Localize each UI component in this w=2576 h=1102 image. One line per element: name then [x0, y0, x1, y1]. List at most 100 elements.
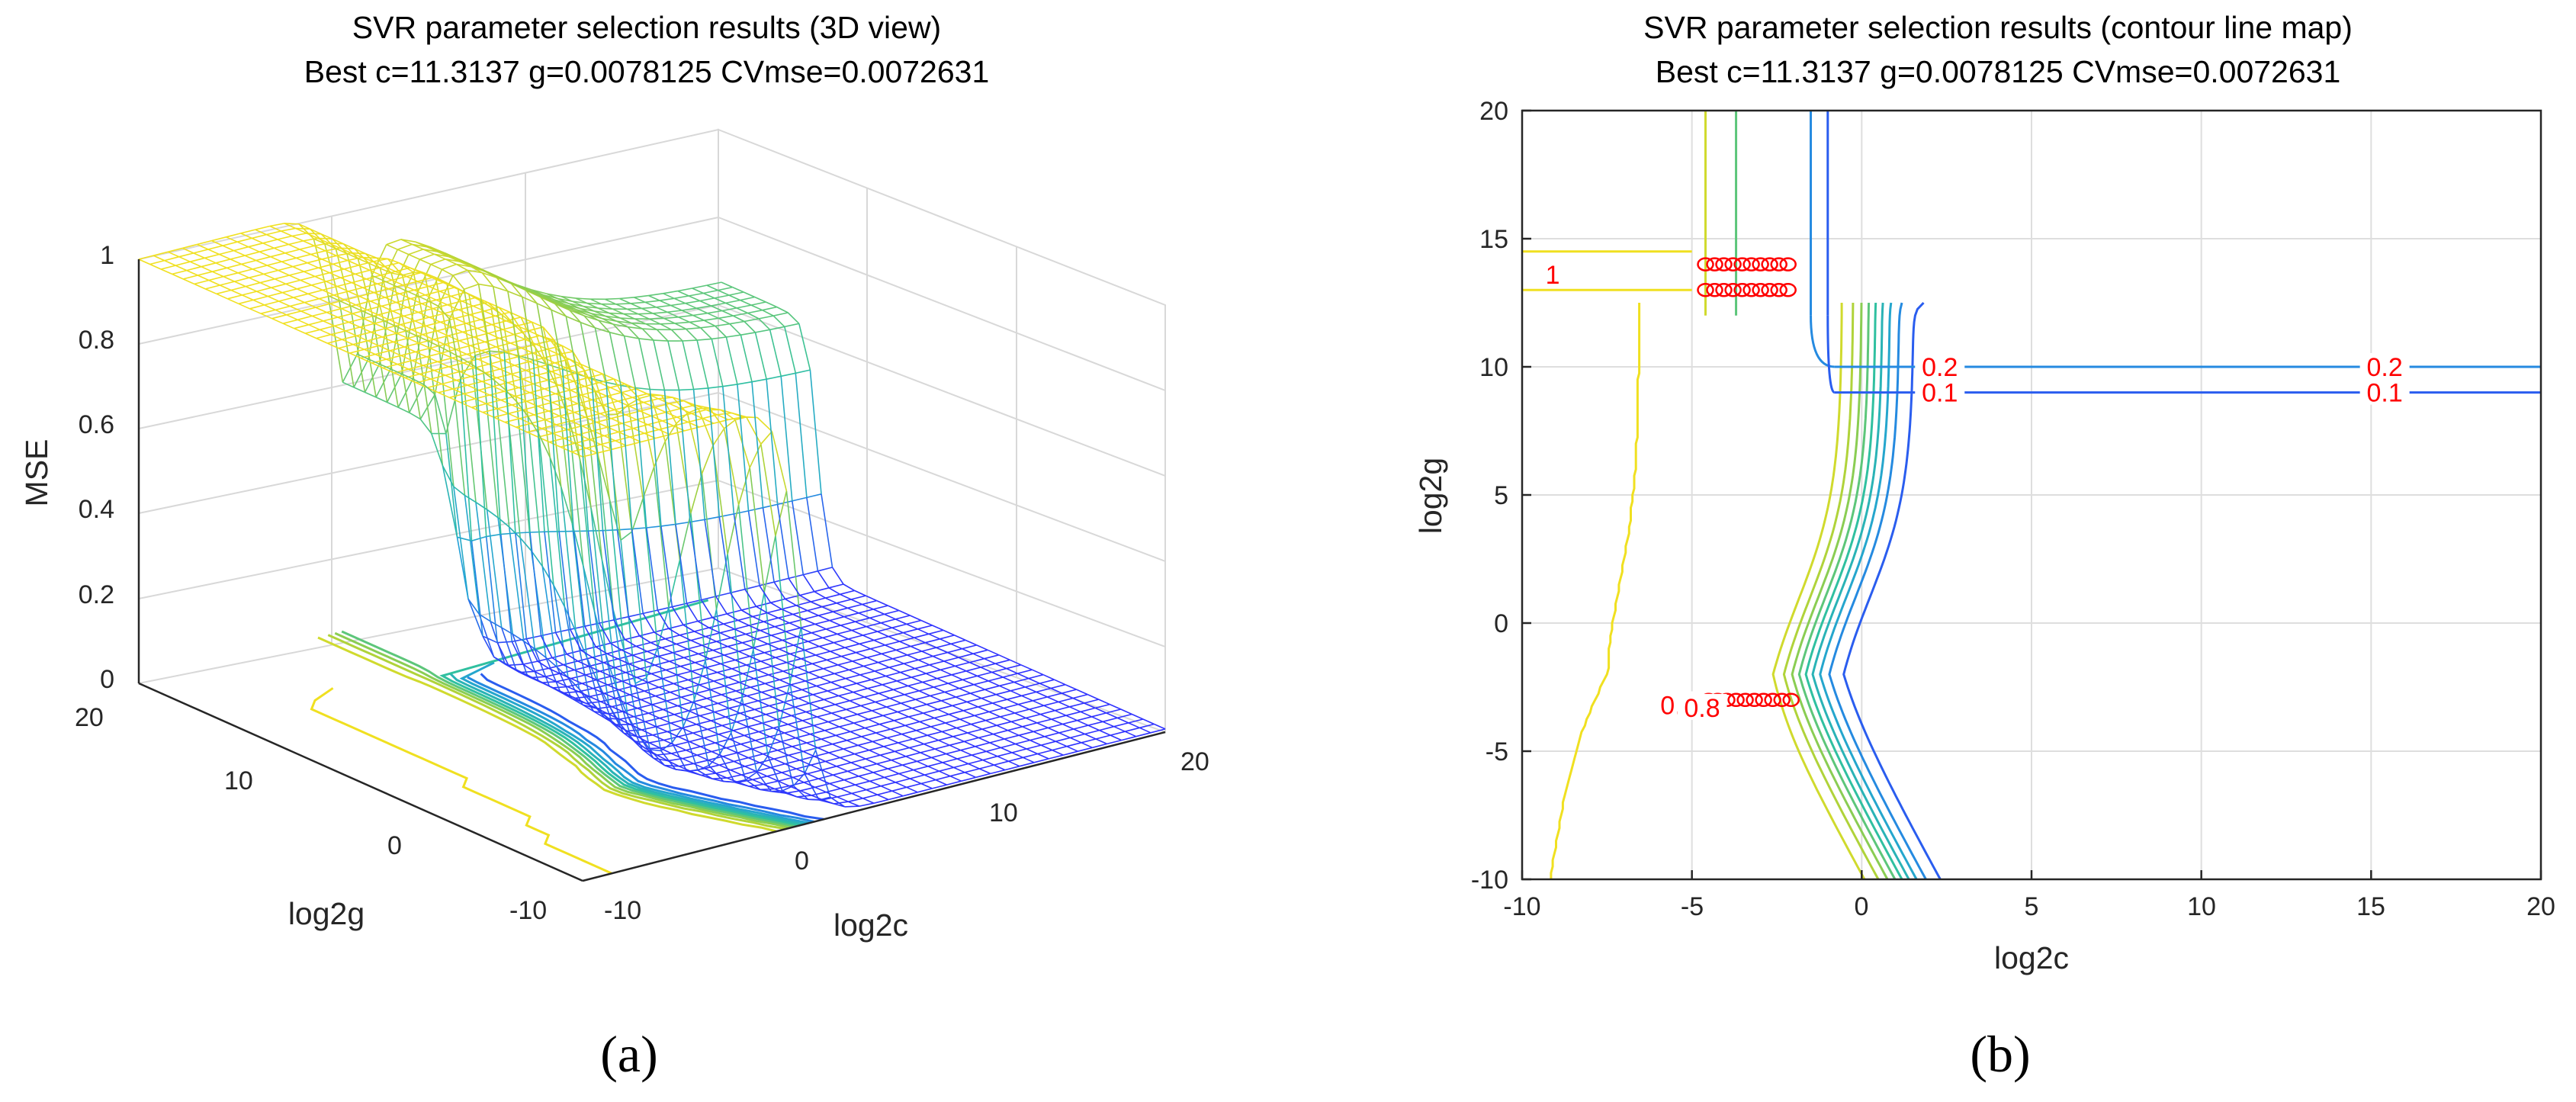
mesh-segment: [842, 683, 857, 688]
mesh-segment: [194, 279, 210, 285]
mesh-segment: [364, 363, 381, 393]
contour-line: [1797, 302, 1897, 880]
mesh-segment: [747, 312, 760, 320]
mesh-segment: [515, 395, 527, 402]
mesh-segment: [644, 721, 657, 728]
mesh-segment: [350, 305, 362, 312]
mesh-segment: [526, 674, 539, 682]
mesh-segment: [554, 632, 567, 655]
mesh-segment: [571, 698, 583, 705]
mesh-segment: [819, 673, 835, 678]
mesh-segment: [1055, 706, 1070, 712]
mesh-segment: [749, 621, 764, 626]
mesh-segment: [463, 289, 476, 356]
mesh-segment: [573, 531, 586, 627]
mesh-segment: [763, 535, 776, 593]
mesh-segment: [310, 250, 326, 255]
mesh-segment: [361, 256, 377, 259]
mesh-segment: [397, 363, 410, 370]
mesh-segment: [981, 728, 994, 735]
mesh-segment: [936, 647, 948, 654]
mesh-segment: [992, 699, 1007, 704]
mesh-segment: [1040, 744, 1053, 751]
contour-inline-mark: [1761, 282, 1778, 297]
mesh-segment: [866, 657, 878, 663]
mesh-segment: [968, 763, 980, 769]
mesh-segment: [329, 299, 345, 304]
mesh-segment: [688, 710, 701, 717]
mesh-segment: [727, 504, 740, 554]
mesh-segment: [368, 358, 380, 365]
mesh-segment: [283, 319, 298, 324]
mesh-segment: [493, 285, 509, 292]
mesh-segment: [389, 350, 402, 356]
mesh-segment: [802, 574, 815, 593]
mesh-segment: [491, 323, 503, 330]
mesh-segment: [478, 614, 495, 657]
mesh-segment: [791, 715, 803, 721]
mesh-segment: [817, 747, 830, 753]
mesh-segment: [674, 741, 690, 746]
mesh-segment: [776, 504, 789, 579]
mesh-segment: [522, 409, 535, 416]
mesh-segment: [969, 657, 984, 663]
mesh-segment: [572, 300, 584, 307]
mesh-segment: [726, 743, 741, 749]
mesh-segment: [1044, 736, 1056, 742]
mesh-segment: [1102, 717, 1118, 723]
mesh-segment: [927, 734, 939, 741]
mesh-segment: [656, 722, 671, 728]
mesh-segment: [817, 615, 830, 622]
mesh-segment: [837, 792, 853, 798]
mesh-segment: [676, 674, 689, 681]
mesh-segment: [413, 271, 425, 274]
mesh-segment: [931, 757, 943, 763]
mesh-segment: [633, 424, 648, 429]
mesh-segment: [266, 233, 278, 240]
mesh-segment: [964, 768, 980, 773]
mesh-segment: [269, 225, 281, 232]
mesh-segment: [544, 419, 557, 426]
mesh-segment: [632, 654, 644, 661]
mesh-segment: [589, 439, 602, 445]
mesh-segment: [713, 676, 729, 682]
mesh-segment: [560, 295, 573, 302]
mesh-segment: [1018, 734, 1030, 741]
mesh-segment: [1084, 729, 1100, 735]
mesh-segment: [725, 747, 738, 753]
mesh-segment: [493, 385, 505, 392]
mesh-segment: [972, 653, 985, 660]
mesh-segment: [744, 762, 760, 767]
mesh-segment: [740, 332, 756, 336]
mesh-segment: [587, 313, 599, 321]
mesh-segment: [594, 390, 607, 415]
mesh-segment: [824, 695, 839, 701]
mesh-segment: [480, 349, 493, 356]
mesh-segment: [743, 291, 756, 298]
mesh-segment: [615, 440, 627, 447]
mesh-segment: [580, 650, 593, 658]
mesh-segment: [582, 679, 597, 684]
mesh-segment: [512, 323, 525, 336]
mesh-segment: [525, 290, 538, 304]
mesh-segment: [585, 674, 597, 681]
mesh-segment: [863, 696, 876, 703]
mesh-segment: [598, 320, 611, 333]
mesh-segment: [760, 625, 776, 631]
mesh-segment: [927, 766, 940, 772]
mesh-segment: [598, 458, 614, 610]
mesh-segment: [601, 303, 613, 310]
mesh-segment: [952, 732, 968, 737]
mesh-segment: [620, 385, 633, 529]
mesh-segment: [831, 567, 844, 585]
mesh-segment: [828, 752, 840, 759]
mesh-segment: [660, 525, 673, 607]
mesh-segment: [982, 755, 998, 761]
mesh-segment: [775, 490, 788, 536]
mesh-segment: [406, 275, 418, 282]
mesh-segment: [579, 459, 596, 612]
mesh-segment: [655, 695, 667, 702]
mesh-segment: [730, 769, 742, 776]
floor-contour-line: [439, 599, 800, 827]
mesh-segment: [610, 675, 623, 682]
